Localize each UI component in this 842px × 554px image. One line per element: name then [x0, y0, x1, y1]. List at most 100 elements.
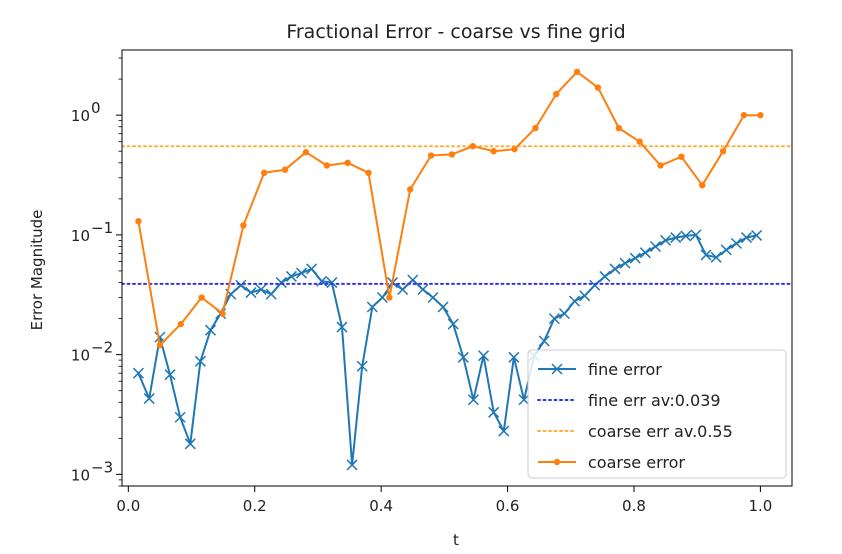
fine-error-point — [306, 263, 318, 275]
fine-error-point — [164, 369, 176, 381]
legend-box — [527, 349, 787, 479]
fine-error-point — [346, 459, 358, 471]
fine-error-point — [670, 232, 682, 244]
fine-error-point — [629, 252, 641, 264]
coarse-error-point — [156, 341, 164, 349]
coarse-error-point — [469, 143, 477, 150]
fine-error-point — [467, 394, 479, 406]
y-tick-label: 10 — [71, 466, 90, 484]
fine-error-point — [751, 229, 763, 241]
fine-error-point — [649, 240, 662, 253]
plot-frame — [121, 49, 793, 487]
fine-error-point — [488, 406, 500, 418]
fine-error-point — [204, 324, 217, 336]
chart-title: Fractional Error - coarse vs fine grid — [286, 21, 625, 43]
x-tick-label: 0.2 — [243, 497, 267, 515]
coarse-error-point — [135, 218, 142, 225]
fine-error-point — [569, 295, 581, 307]
fine-error-point — [478, 350, 490, 362]
fine-error-point — [558, 308, 570, 320]
fine-error-point — [700, 249, 712, 261]
fine-error-point — [417, 283, 429, 296]
fine-error-point — [437, 301, 449, 313]
coarse-error-point — [615, 124, 623, 132]
fine-error-point — [740, 232, 753, 244]
fine-error-point — [508, 351, 520, 363]
fine-error-point — [285, 270, 297, 282]
y-tick-exponent: −1 — [91, 219, 113, 237]
y-tick-exponent: 0 — [91, 99, 101, 117]
fine-error-point — [589, 279, 601, 291]
coarse-error-point — [240, 222, 247, 229]
fine-error-point — [255, 283, 267, 296]
fine-error-point — [326, 277, 338, 289]
coarse-error-point — [448, 151, 456, 158]
fine-error-point — [619, 257, 631, 269]
coarse-error-point — [344, 159, 351, 167]
coarse-error-point — [511, 145, 518, 153]
fine-error-point — [639, 247, 651, 259]
fine-error-point — [579, 290, 591, 302]
y-tick-label: 10 — [71, 107, 90, 125]
fine-error-point — [194, 355, 206, 367]
coarse-error-point — [323, 162, 330, 169]
fine-error-point — [609, 263, 621, 275]
coarse-error-point — [657, 162, 664, 169]
fine-error-point — [599, 270, 611, 282]
coarse-error-point — [302, 149, 310, 156]
y-tick-exponent: −2 — [91, 339, 113, 357]
fine-error-point — [132, 367, 144, 379]
fine-error-point — [457, 351, 469, 363]
coarse-error-point — [719, 147, 727, 155]
fine-error-point — [710, 251, 722, 263]
coarse-error-point — [490, 147, 497, 155]
fine-error-point — [680, 230, 692, 242]
fine-error-point — [336, 321, 348, 333]
fine-error-point — [356, 360, 368, 372]
legend-label-0: fine error — [588, 360, 662, 379]
fine-error-point — [720, 244, 732, 256]
x-tick-label: 0.8 — [622, 497, 646, 515]
legend-label-3: coarse error — [588, 453, 685, 472]
coarse-error-point — [219, 310, 226, 317]
x-tick-label: 1.0 — [748, 497, 772, 515]
plot-area — [122, 68, 792, 471]
fine-error-point — [447, 318, 459, 330]
x-tick-label: 0.0 — [116, 497, 140, 515]
legend-marker-0 — [551, 363, 563, 375]
fine-error-point — [275, 277, 287, 289]
fine-error-point — [690, 229, 702, 241]
fine-error-point — [235, 279, 247, 291]
coarse-error-point — [198, 294, 205, 301]
coarse-error-point — [699, 182, 706, 189]
fine-error-point — [143, 393, 155, 405]
fine-error-point — [295, 267, 308, 279]
coarse-error-point — [261, 169, 268, 177]
series-line-3 — [137, 70, 761, 347]
fine-error-point — [660, 234, 672, 246]
y-tick-label: 10 — [71, 227, 90, 245]
coarse-error-point — [177, 320, 184, 328]
fine-error-point — [245, 287, 257, 299]
fine-error-point — [548, 313, 560, 325]
series-group — [122, 68, 792, 471]
fine-error-point — [538, 335, 550, 347]
coarse-error-point — [553, 90, 560, 98]
fine-error-point — [366, 301, 378, 313]
y-tick-label: 10 — [71, 347, 90, 365]
fine-error-point — [265, 288, 277, 300]
y-axis-label: Error Magnitude — [28, 210, 46, 331]
legend: fine error fine err av:0.039 coarse err av… — [527, 349, 787, 479]
fine-error-point — [174, 411, 186, 423]
x-tick-label: 0.6 — [496, 497, 520, 515]
fine-error-point — [498, 425, 510, 437]
fine-error-point — [427, 291, 439, 304]
coarse-error-point — [386, 294, 393, 301]
fine-error-point — [518, 394, 530, 406]
coarse-error-point — [407, 186, 414, 193]
legend-label-2: coarse err av.0.55 — [588, 422, 733, 441]
coarse-error-point — [427, 152, 435, 159]
fine-error-point — [730, 237, 742, 249]
